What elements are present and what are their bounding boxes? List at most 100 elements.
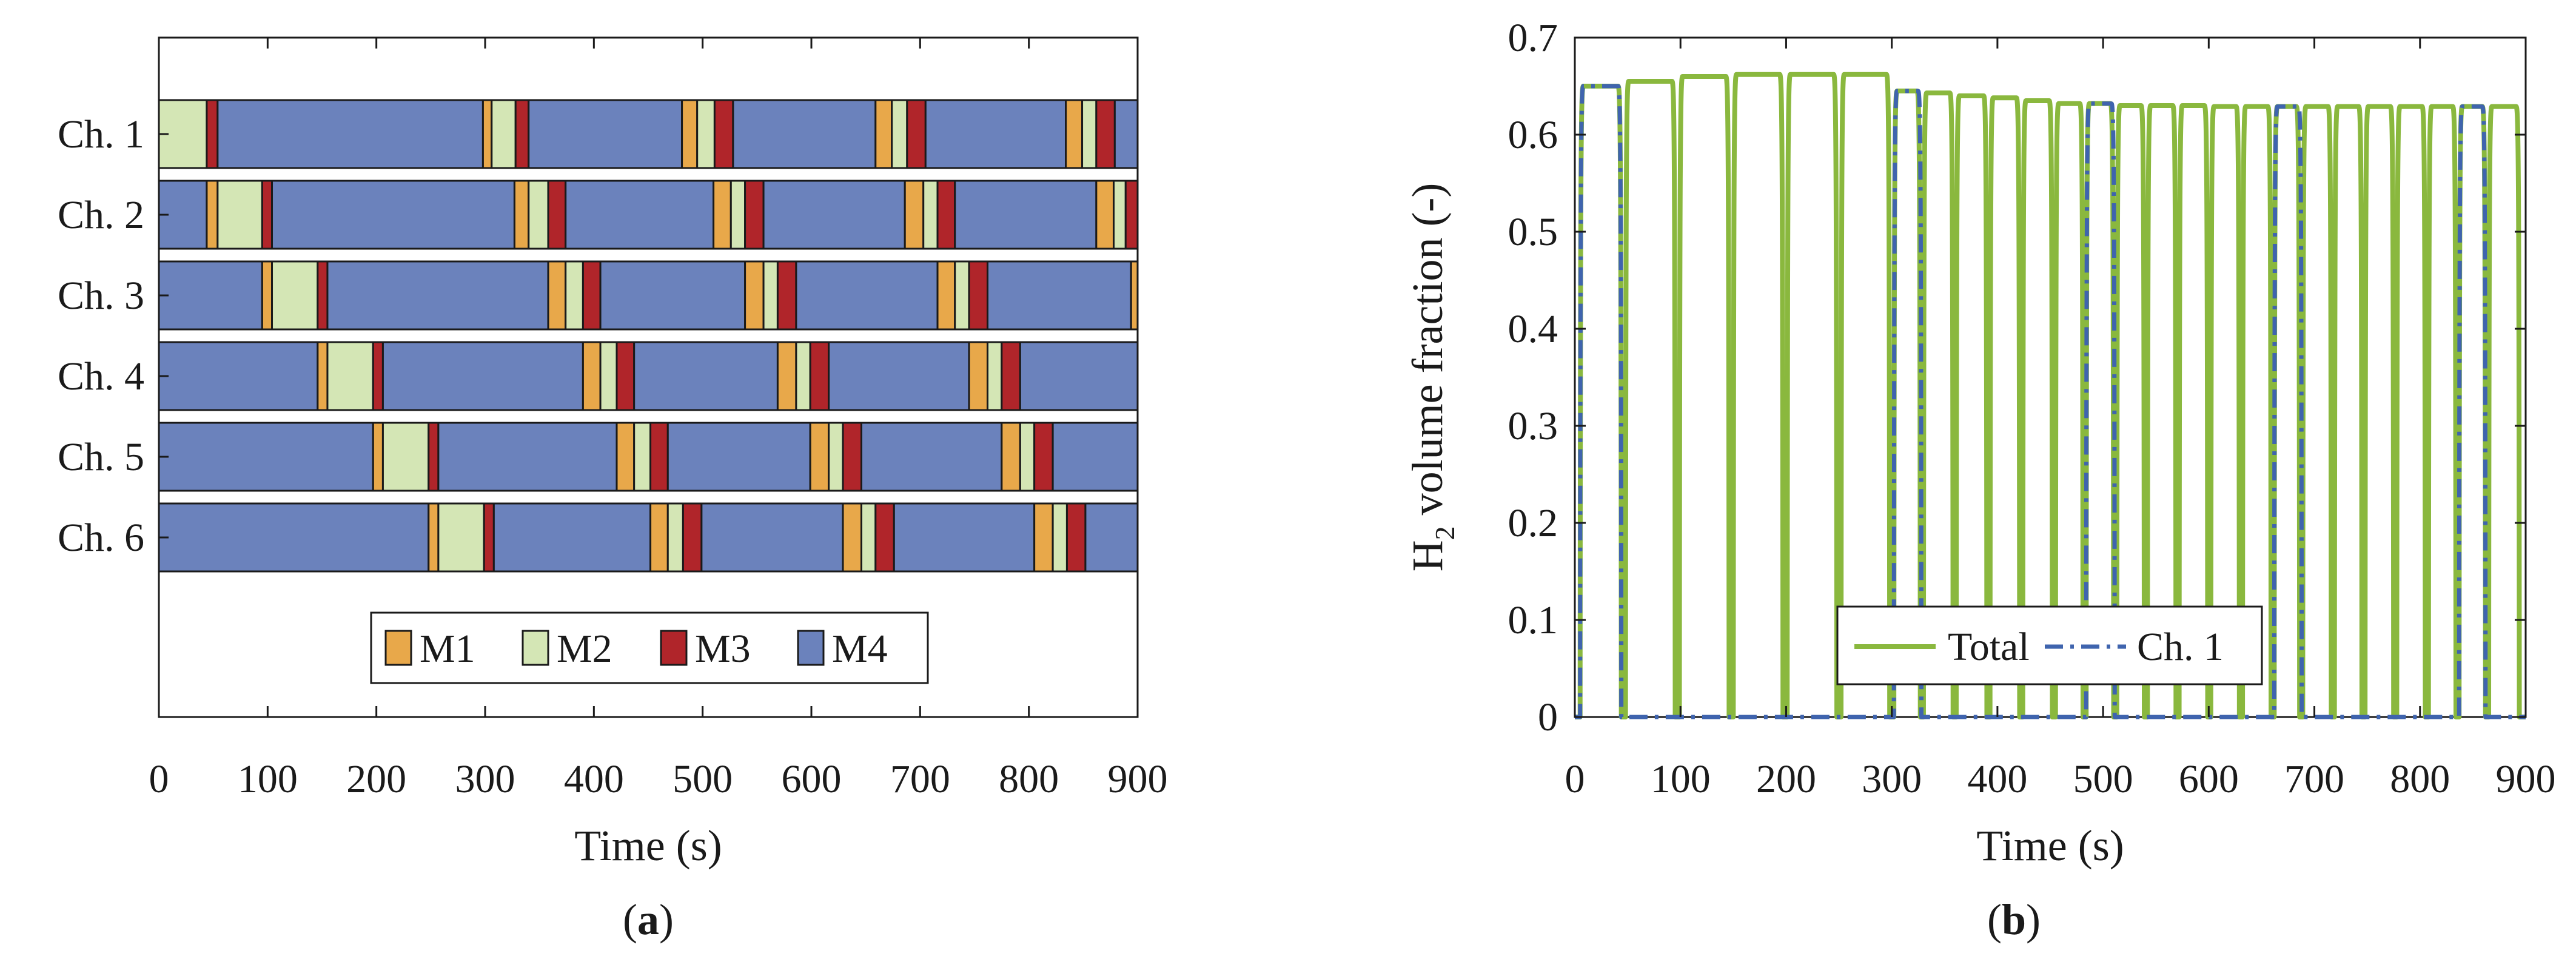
gantt-segment-m3 [514, 99, 530, 169]
gantt-segment-m2 [633, 422, 652, 492]
gantt-segment-m1 [372, 422, 384, 492]
gantt-segment-m3 [906, 99, 927, 169]
gantt-segment-m2 [828, 422, 844, 492]
gantt-row-5 [158, 422, 1139, 492]
legend-box [370, 611, 929, 684]
gantt-row-6 [158, 502, 1139, 573]
x-tick-label: 300 [1862, 757, 1922, 801]
gantt-segment-m3 [1065, 502, 1087, 573]
gantt-segment-m1 [649, 502, 669, 573]
x-tick-label: 0 [1565, 757, 1585, 801]
gantt-segment-m1 [809, 422, 830, 492]
series-line-total [1575, 72, 2526, 719]
gantt-segment-m1 [1033, 502, 1054, 573]
gantt-segment-m4 [762, 180, 906, 250]
x-tick-label: 200 [346, 757, 406, 801]
panel-b-y-label-subscript: 2 [1429, 526, 1460, 540]
gantt-segment-m2 [271, 260, 319, 331]
legend-label-m2: M2 [557, 627, 612, 671]
gantt-segment-m2 [730, 180, 746, 250]
y-tick-label: 0.6 [1508, 113, 1558, 157]
gantt-segment-m3 [1001, 341, 1021, 411]
gantt-segment-m3 [649, 422, 669, 492]
gantt-segment-m2 [1113, 180, 1127, 250]
gantt-segment-m3 [1124, 180, 1139, 250]
gantt-segment-m2 [1019, 422, 1036, 492]
gantt-segment-m1 [968, 341, 989, 411]
gantt-segment-m4 [158, 502, 430, 573]
gantt-segment-m4 [492, 502, 652, 573]
gantt-segment-m1 [615, 422, 636, 492]
legend-swatch-m3 [660, 630, 688, 666]
gantt-segment-m4 [565, 180, 715, 250]
y-tick-label: 0.5 [1508, 210, 1558, 254]
gantt-segment-m3 [206, 99, 219, 169]
x-tick-label: 400 [1967, 757, 2027, 801]
gantt-segment-m4 [326, 260, 549, 331]
y-tick-label: 0.2 [1508, 501, 1558, 545]
gantt-segment-m1 [776, 341, 797, 411]
gantt-segment-m2 [696, 99, 716, 169]
gantt-segment-m4 [633, 341, 779, 411]
panel-b-label-letter: b [2002, 895, 2026, 944]
gantt-segment-m1 [1001, 422, 1021, 492]
y-tick-label: 0.7 [1508, 16, 1558, 60]
y-tick-label: Ch. 3 [58, 274, 144, 318]
y-tick-label: 0.3 [1508, 404, 1558, 448]
y-tick-label: 0.1 [1508, 598, 1558, 642]
gantt-segment-m3 [261, 180, 273, 250]
gantt-segment-m1 [681, 99, 699, 169]
x-tick-label: 500 [673, 757, 733, 801]
gantt-segment-m2 [795, 341, 811, 411]
gantt-segment-m2 [491, 99, 517, 169]
x-tick-label: 700 [890, 757, 950, 801]
gantt-segment-m4 [700, 502, 844, 573]
gantt-segment-m1 [481, 99, 493, 169]
gantt-segment-m3 [615, 341, 636, 411]
gantt-segment-m1 [513, 180, 530, 250]
gantt-segment-m2 [599, 341, 618, 411]
x-tick-label: 900 [2496, 757, 2556, 801]
panel-b-y-label-main: H [1403, 540, 1452, 571]
x-tick-label: 300 [455, 757, 515, 801]
panel-b-y-axis-label: H2 volume fraction (-) [1403, 183, 1460, 572]
gantt-segment-m3 [483, 502, 495, 573]
legend-label-m4: M4 [832, 627, 888, 671]
gantt-segment-m3 [713, 99, 734, 169]
x-tick-label: 100 [1651, 757, 1711, 801]
legend-swatch-m4 [797, 630, 825, 666]
gantt-segment-m3 [809, 341, 830, 411]
gantt-segment-m2 [528, 180, 549, 250]
legend-label-m1: M1 [420, 627, 475, 671]
gantt-segment-m1 [1065, 99, 1084, 169]
panel-a-legend: M1 M2 M3 M4 [370, 611, 929, 684]
gantt-segment-m2 [666, 502, 684, 573]
gantt-segment-m3 [317, 260, 329, 331]
gantt-segment-m4 [732, 99, 877, 169]
gantt-segment-m1 [261, 260, 273, 331]
gantt-segment-m3 [1095, 99, 1116, 169]
x-tick-label: 600 [2179, 757, 2239, 801]
gantt-segment-m3 [582, 260, 602, 331]
panel-a-x-ticks: 0 100 200 300 400 500 600 700 800 900 [149, 38, 1168, 801]
panel-a-y-ticks: Ch. 1 Ch. 2 Ch. 3 Ch. 4 Ch. 5 Ch. 6 [58, 112, 169, 560]
gantt-segment-m4 [987, 260, 1132, 331]
panel-a-label-letter: a [637, 895, 659, 944]
gantt-segment-m3 [1033, 422, 1054, 492]
gantt-segment-m4 [158, 422, 374, 492]
gantt-segment-m2 [987, 341, 1003, 411]
gantt-segment-m4 [1113, 99, 1139, 169]
gantt-row-1 [158, 99, 1139, 169]
gantt-segment-m1 [1095, 180, 1115, 250]
y-tick-label: 0 [1538, 695, 1558, 739]
gantt-segment-m2 [954, 260, 970, 331]
y-tick-label: Ch. 4 [58, 354, 144, 399]
panel-b-legend: Total Ch. 1 [1836, 605, 2263, 685]
legend-label-total: Total [1948, 625, 2030, 669]
gantt-segment-m1 [428, 502, 440, 573]
gantt-segment-m2 [565, 260, 584, 331]
gantt-segment-m1 [1130, 260, 1139, 331]
gantt-segment-m4 [666, 422, 811, 492]
legend-label-m3: M3 [695, 627, 751, 671]
